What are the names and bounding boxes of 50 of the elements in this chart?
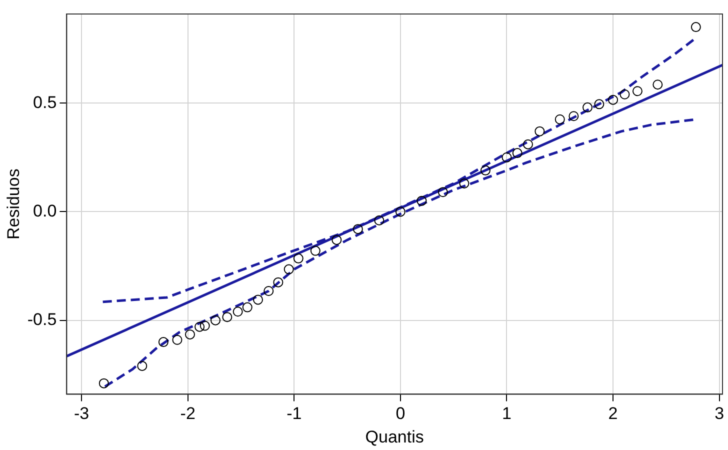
x-tick-label: -2: [180, 404, 196, 424]
point: [534, 126, 545, 136]
point: [502, 152, 512, 162]
point: [242, 302, 252, 312]
point: [264, 286, 274, 296]
y-tick-label: -0.5: [27, 310, 57, 330]
x-tick-label: 0: [396, 404, 406, 424]
point: [172, 334, 182, 345]
x-tick-label: -1: [286, 404, 302, 424]
point: [200, 320, 210, 331]
point: [554, 114, 565, 124]
point: [690, 22, 701, 32]
point: [98, 378, 109, 388]
point: [416, 196, 427, 206]
x-tick-label: -3: [74, 404, 90, 424]
point: [459, 178, 470, 188]
point: [395, 206, 406, 217]
point: [253, 294, 264, 305]
point: [210, 315, 220, 326]
point: [137, 360, 148, 371]
point: [184, 329, 195, 340]
point: [594, 99, 604, 110]
point: [352, 224, 363, 234]
y-tick-label: 0.5: [33, 92, 57, 112]
point: [522, 139, 533, 150]
point: [273, 277, 284, 288]
point: [438, 187, 448, 198]
point: [374, 215, 384, 226]
y-tick-label: 0.0: [33, 201, 57, 220]
point: [232, 306, 243, 317]
point: [158, 337, 168, 348]
point: [222, 312, 232, 322]
point: [512, 148, 522, 158]
point: [284, 264, 294, 274]
x-tick-label: 3: [714, 404, 724, 424]
y-axis-title: Residuos: [4, 168, 23, 240]
x-tick-label: 1: [502, 404, 512, 424]
point: [568, 111, 579, 122]
point: [632, 86, 642, 96]
point: [652, 80, 663, 90]
point: [582, 102, 593, 112]
point: [608, 94, 618, 105]
point: [620, 89, 630, 100]
point: [480, 165, 490, 176]
point: [293, 253, 304, 264]
point: [332, 234, 342, 245]
point: [310, 246, 320, 256]
point: [194, 322, 205, 332]
x-tick-label: 2: [608, 404, 618, 424]
x-axis-title: Quantis: [365, 427, 424, 446]
